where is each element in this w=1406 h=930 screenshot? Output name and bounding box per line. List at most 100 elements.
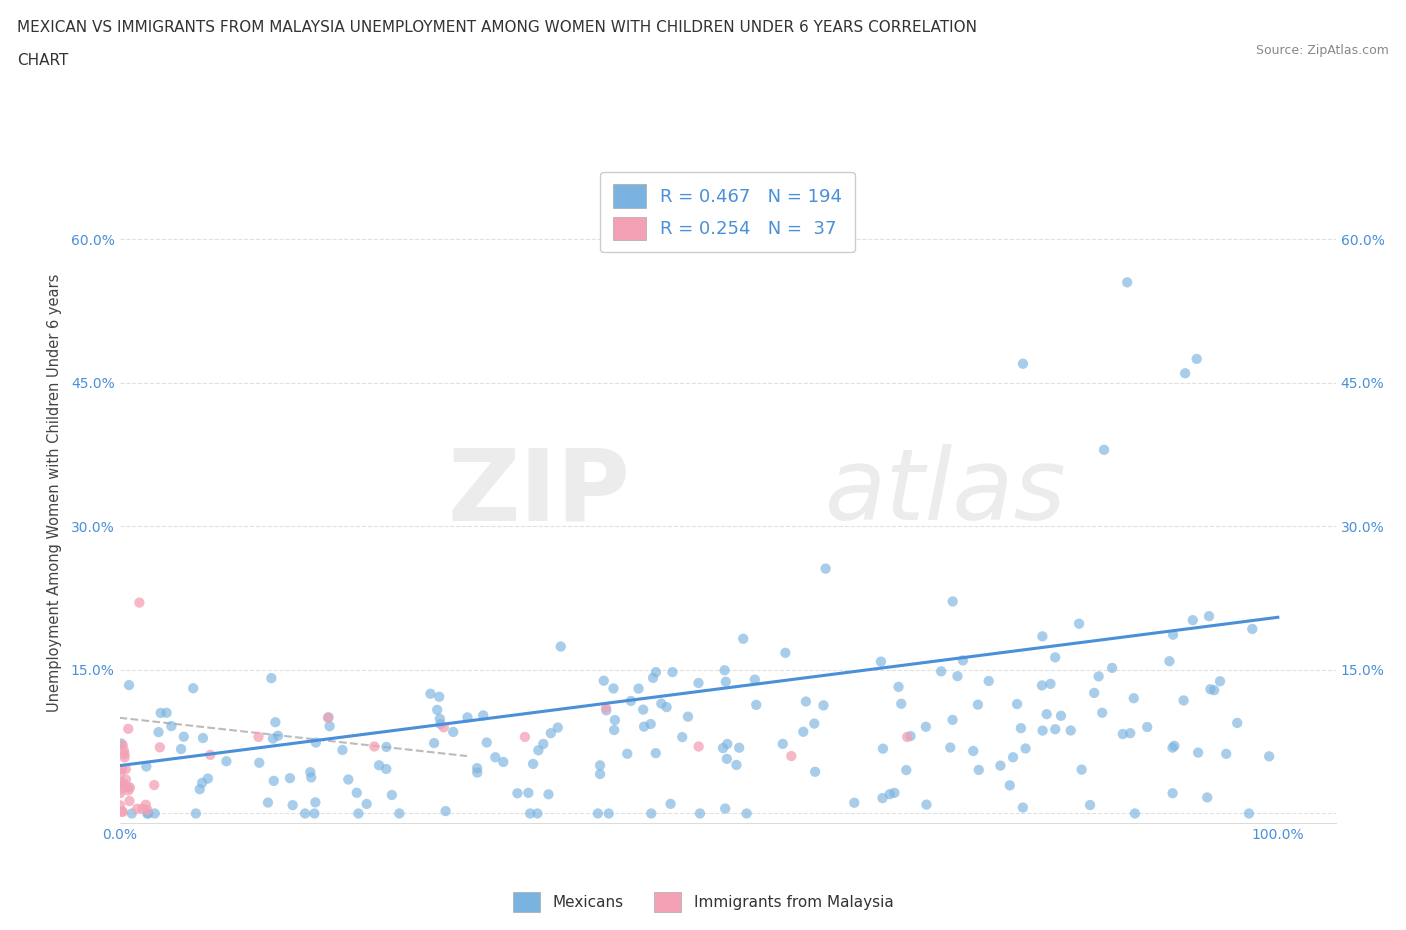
Point	[586, 806, 609, 821]
Point	[388, 806, 411, 821]
Point	[645, 665, 668, 680]
Point	[883, 786, 905, 801]
Point	[879, 787, 901, 802]
Point	[775, 645, 797, 660]
Point	[456, 710, 478, 724]
Point	[492, 754, 515, 769]
Point	[173, 729, 195, 744]
Point	[603, 723, 626, 737]
Point	[337, 772, 360, 787]
Point	[281, 798, 304, 813]
Point	[676, 710, 699, 724]
Point	[522, 756, 544, 771]
Point	[305, 735, 328, 750]
Text: atlas: atlas	[825, 445, 1067, 541]
Point	[200, 748, 222, 763]
Point	[1136, 720, 1159, 735]
Point	[735, 806, 758, 821]
Point	[260, 671, 283, 685]
Point	[112, 777, 135, 791]
Point	[870, 654, 893, 669]
Point	[188, 782, 211, 797]
Point	[191, 776, 214, 790]
Point	[262, 731, 284, 746]
Point	[423, 736, 446, 751]
Point	[429, 717, 451, 732]
Text: MEXICAN VS IMMIGRANTS FROM MALAYSIA UNEMPLOYMENT AMONG WOMEN WITH CHILDREN UNDER: MEXICAN VS IMMIGRANTS FROM MALAYSIA UNEM…	[17, 20, 977, 35]
Point	[148, 724, 170, 739]
Point	[115, 772, 138, 787]
Point	[304, 795, 326, 810]
Point	[136, 803, 159, 817]
Point	[967, 698, 990, 712]
Point	[998, 777, 1021, 792]
Point	[595, 701, 617, 716]
Point	[465, 761, 488, 776]
Point	[108, 798, 131, 813]
Point	[332, 742, 354, 757]
Point	[844, 795, 866, 810]
Point	[111, 804, 134, 819]
Point	[475, 735, 498, 750]
Point	[472, 708, 495, 723]
Point	[112, 743, 135, 758]
Point	[589, 766, 612, 781]
Point	[138, 806, 160, 821]
Point	[962, 743, 984, 758]
Point	[197, 771, 219, 786]
Text: ZIP: ZIP	[447, 445, 630, 541]
Y-axis label: Unemployment Among Women with Children Under 6 years: Unemployment Among Women with Children U…	[48, 273, 62, 712]
Point	[294, 806, 316, 821]
Point	[603, 712, 626, 727]
Point	[429, 711, 451, 726]
Point	[1161, 627, 1184, 642]
Point	[550, 639, 572, 654]
Point	[111, 804, 134, 819]
Point	[121, 806, 143, 821]
Point	[714, 674, 737, 689]
Point	[1159, 654, 1181, 669]
Point	[1101, 660, 1123, 675]
Point	[1067, 617, 1090, 631]
Point	[1045, 722, 1067, 737]
Point	[946, 669, 969, 684]
Point	[813, 698, 835, 712]
Point	[427, 689, 450, 704]
Point	[1161, 740, 1184, 755]
Point	[1083, 685, 1105, 700]
Point	[247, 729, 270, 744]
Point	[1050, 709, 1073, 724]
Text: CHART: CHART	[17, 53, 69, 68]
Point	[872, 741, 894, 756]
Point	[1199, 682, 1222, 697]
Point	[716, 751, 738, 766]
Point	[135, 759, 157, 774]
Point	[598, 806, 620, 821]
Point	[939, 740, 962, 755]
Point	[267, 728, 290, 743]
Point	[990, 758, 1012, 773]
Point	[745, 698, 768, 712]
Point	[915, 719, 938, 734]
Point	[1122, 691, 1144, 706]
Point	[136, 806, 159, 821]
Point	[915, 797, 938, 812]
Point	[794, 694, 817, 709]
Point	[1010, 721, 1032, 736]
Point	[304, 806, 326, 821]
Point	[872, 790, 894, 805]
Point	[1112, 726, 1135, 741]
Point	[316, 711, 339, 725]
Point	[942, 594, 965, 609]
Point	[711, 740, 734, 755]
Point	[1002, 750, 1025, 764]
Point	[547, 720, 569, 735]
Point	[1070, 763, 1092, 777]
Point	[346, 785, 368, 800]
Point	[263, 774, 285, 789]
Point	[299, 770, 322, 785]
Point	[531, 737, 554, 751]
Point	[900, 728, 922, 743]
Point	[627, 681, 650, 696]
Point	[143, 806, 166, 821]
